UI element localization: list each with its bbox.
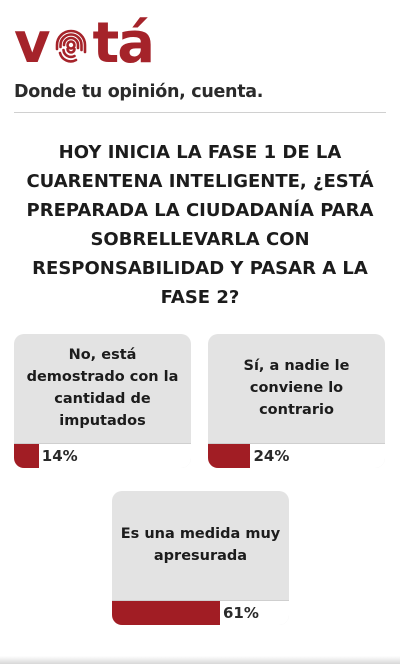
- poll-result-bar: 61%: [112, 600, 289, 625]
- logo-prefix: v: [14, 11, 50, 76]
- poll-result-fill: [112, 601, 220, 625]
- poll-result-percent: 24%: [253, 447, 290, 465]
- poll-option-label: No, está demostrado con la cantidad de i…: [26, 347, 179, 429]
- poll-result-fill: [208, 444, 251, 468]
- poll-option-label: Es una medida muy apresurada: [120, 526, 281, 564]
- poll-result-percent: 61%: [222, 604, 259, 622]
- poll-result-bar: 24%: [208, 443, 385, 468]
- poll-option-label: Sí, a nadie le conviene lo contrario: [243, 358, 350, 418]
- tagline: Donde tu opinión, cuenta.: [14, 82, 264, 102]
- poll-option-1[interactable]: No, está demostrado con la cantidad de i…: [14, 334, 191, 468]
- poll-option-3[interactable]: Es una medida muy apresurada 61%: [112, 491, 289, 625]
- fingerprint-icon: [55, 29, 86, 63]
- poll-option-2[interactable]: Sí, a nadie le conviene lo contrario 24%: [208, 334, 385, 468]
- poll-result-percent: 14%: [41, 447, 78, 465]
- vota-logo: v tá: [14, 10, 386, 72]
- bottom-edge: [0, 656, 400, 664]
- poll-result-bar: 14%: [14, 443, 191, 468]
- header: v tá Donde tu opinión, cuenta.: [14, 10, 386, 103]
- logo-suffix: tá: [92, 11, 156, 76]
- poll-result-fill: [14, 444, 39, 468]
- header-divider: [14, 112, 386, 113]
- poll-question: HOY INICIA LA FASE 1 DE LA CUARENTENA IN…: [26, 142, 374, 308]
